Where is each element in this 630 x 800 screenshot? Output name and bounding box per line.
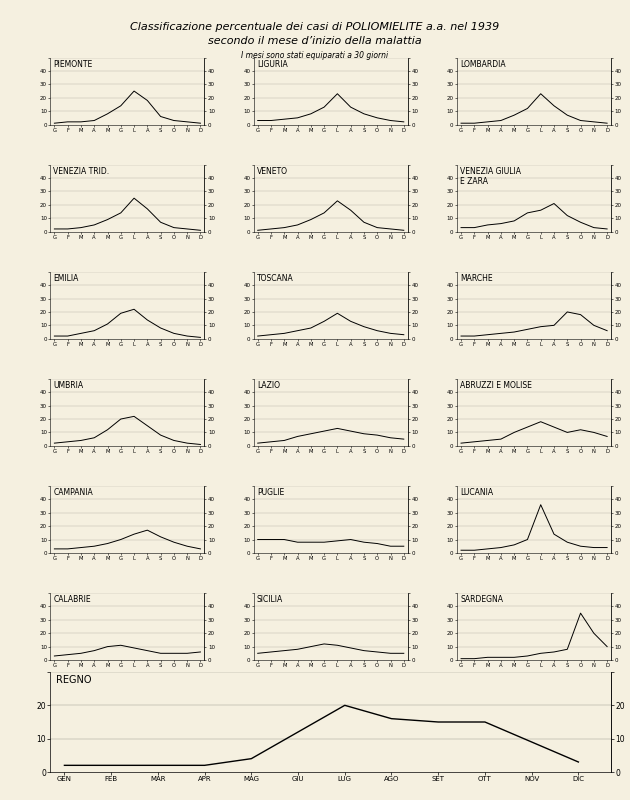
Text: ABRUZZI E MOLISE: ABRUZZI E MOLISE <box>460 381 532 390</box>
Text: VENEZIA GIULIA
E ZARA: VENEZIA GIULIA E ZARA <box>460 166 521 186</box>
Text: REGNO: REGNO <box>56 675 91 685</box>
Text: PIEMONTE: PIEMONTE <box>54 60 93 69</box>
Text: CAMPANIA: CAMPANIA <box>54 488 93 497</box>
Text: VENEZIA TRID.: VENEZIA TRID. <box>54 166 110 176</box>
Text: UMBRIA: UMBRIA <box>54 381 84 390</box>
Text: CALABRIE: CALABRIE <box>54 595 91 604</box>
Text: secondo il mese d’inizio della malattia: secondo il mese d’inizio della malattia <box>208 36 422 46</box>
Text: SICILIA: SICILIA <box>257 595 283 604</box>
Text: I mesi sono stati equiparati a 30 giorni: I mesi sono stati equiparati a 30 giorni <box>241 51 389 60</box>
Text: LAZIO: LAZIO <box>257 381 280 390</box>
Text: SARDEGNA: SARDEGNA <box>460 595 503 604</box>
Text: Classificazione percentuale dei casi di POLIOMIELITE a.a. nel 1939: Classificazione percentuale dei casi di … <box>130 22 500 32</box>
Text: VENETO: VENETO <box>257 166 288 176</box>
Text: TOSCANA: TOSCANA <box>257 274 294 282</box>
Text: PUGLIE: PUGLIE <box>257 488 284 497</box>
Text: MARCHE: MARCHE <box>460 274 493 282</box>
Text: LOMBARDIA: LOMBARDIA <box>460 60 506 69</box>
Text: LIGURIA: LIGURIA <box>257 60 287 69</box>
Text: LUCANIA: LUCANIA <box>460 488 493 497</box>
Text: EMILIA: EMILIA <box>54 274 79 282</box>
